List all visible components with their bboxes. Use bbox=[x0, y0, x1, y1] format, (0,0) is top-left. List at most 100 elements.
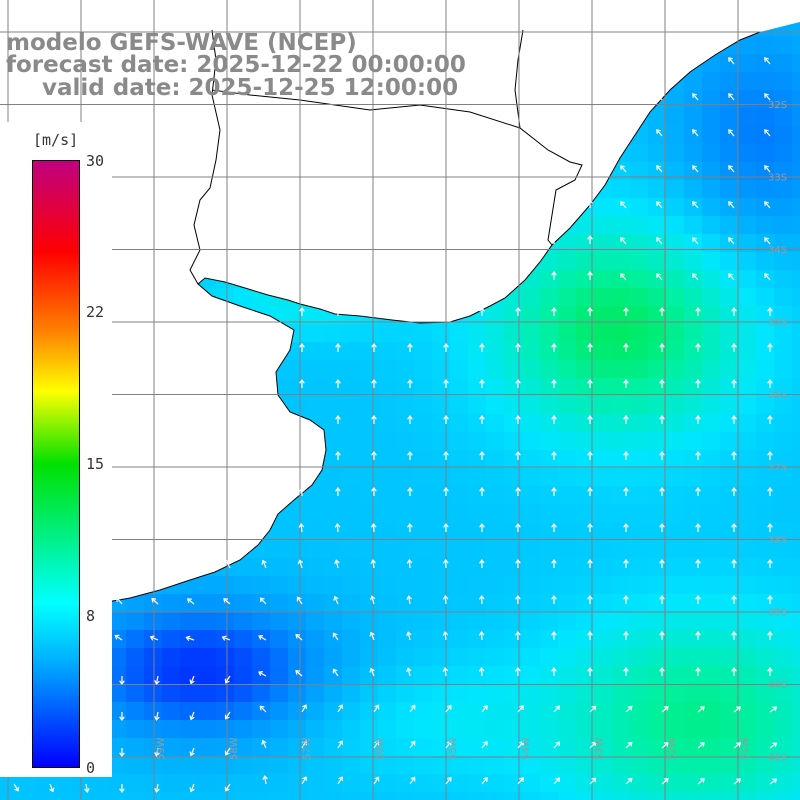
field-cell bbox=[324, 720, 342, 738]
field-cell bbox=[720, 450, 738, 468]
field-cell bbox=[450, 450, 468, 468]
field-cell bbox=[720, 234, 738, 252]
field-cell bbox=[594, 684, 612, 702]
field-cell bbox=[558, 342, 576, 360]
wind-arrow bbox=[697, 706, 705, 713]
wind-arrow bbox=[332, 668, 339, 677]
wind-arrow bbox=[481, 704, 488, 713]
field-cell bbox=[540, 468, 558, 486]
field-cell bbox=[612, 522, 630, 540]
field-cell bbox=[702, 522, 720, 540]
field-cell bbox=[378, 486, 396, 504]
field-cell bbox=[414, 702, 432, 720]
field-cell bbox=[756, 576, 774, 594]
field-cell bbox=[522, 576, 540, 594]
field-cell bbox=[756, 774, 774, 792]
wind-arrow bbox=[587, 198, 593, 208]
field-cell bbox=[630, 684, 648, 702]
field-cell bbox=[198, 720, 216, 738]
field-cell bbox=[666, 504, 684, 522]
wind-arrow bbox=[767, 450, 773, 460]
field-cell bbox=[648, 360, 666, 378]
field-cell bbox=[702, 126, 720, 144]
wind-arrow bbox=[479, 414, 485, 425]
field-cell bbox=[558, 558, 576, 576]
field-cell bbox=[360, 558, 378, 576]
field-cell bbox=[720, 756, 738, 774]
field-cell bbox=[342, 468, 360, 486]
field-cell bbox=[432, 414, 450, 432]
field-cell bbox=[756, 144, 774, 162]
wind-arrow bbox=[442, 667, 449, 677]
field-cell bbox=[378, 558, 396, 576]
field-cell bbox=[450, 702, 468, 720]
wind-arrow bbox=[373, 776, 380, 785]
field-cell bbox=[234, 630, 252, 648]
field-cell bbox=[558, 234, 576, 252]
field-cell bbox=[180, 738, 198, 756]
field-cell bbox=[666, 666, 684, 684]
wind-arrow bbox=[478, 594, 485, 605]
field-cell bbox=[216, 630, 234, 648]
field-cell bbox=[702, 216, 720, 234]
wind-arrow bbox=[407, 486, 413, 497]
field-cell bbox=[774, 468, 792, 486]
field-cell bbox=[468, 432, 486, 450]
wind-arrow bbox=[517, 777, 524, 785]
field-cell bbox=[792, 774, 800, 792]
wind-arrow bbox=[623, 450, 629, 461]
field-cell bbox=[720, 774, 738, 792]
field-cell bbox=[234, 792, 252, 800]
field-cell bbox=[702, 702, 720, 720]
field-cell bbox=[378, 648, 396, 666]
field-cell bbox=[306, 738, 324, 756]
field-cell bbox=[396, 432, 414, 450]
wind-arrow bbox=[371, 414, 377, 425]
field-cell bbox=[630, 594, 648, 612]
field-cell bbox=[792, 144, 800, 162]
wind-arrow bbox=[692, 273, 699, 281]
wind-arrow bbox=[587, 234, 593, 244]
field-cell bbox=[594, 450, 612, 468]
field-cell bbox=[792, 792, 800, 800]
field-cell bbox=[414, 720, 432, 738]
field-cell bbox=[702, 342, 720, 360]
field-cell bbox=[126, 702, 144, 720]
field-cell bbox=[738, 180, 756, 198]
field-cell bbox=[378, 720, 396, 738]
field-cell bbox=[666, 108, 684, 126]
field-cell bbox=[486, 630, 504, 648]
wind-arrow bbox=[301, 740, 308, 749]
field-cell bbox=[630, 180, 648, 198]
field-cell bbox=[594, 360, 612, 378]
wind-arrow bbox=[333, 595, 339, 605]
lon-label: 57W bbox=[302, 737, 313, 760]
wind-arrow bbox=[224, 783, 231, 792]
field-cell bbox=[738, 252, 756, 270]
wind-arrow bbox=[224, 747, 231, 756]
field-cell bbox=[468, 738, 486, 756]
field-cell bbox=[702, 558, 720, 576]
field-cell bbox=[270, 594, 288, 612]
wind-arrow bbox=[406, 595, 412, 605]
field-cell bbox=[666, 756, 684, 774]
field-cell bbox=[432, 612, 450, 630]
field-cell bbox=[756, 414, 774, 432]
field-cell bbox=[396, 702, 414, 720]
field-cell bbox=[792, 108, 800, 126]
field-cell bbox=[288, 594, 306, 612]
field-cell bbox=[792, 288, 800, 306]
wind-arrow bbox=[299, 306, 305, 316]
wind-arrow bbox=[296, 596, 303, 605]
field-cell bbox=[540, 396, 558, 414]
field-cell bbox=[432, 792, 450, 800]
field-cell bbox=[180, 666, 198, 684]
field-cell bbox=[630, 486, 648, 504]
field-cell bbox=[234, 684, 252, 702]
lat-label: 38S bbox=[768, 535, 787, 546]
field-cell bbox=[486, 756, 504, 774]
field-cell bbox=[378, 612, 396, 630]
field-cell bbox=[558, 432, 576, 450]
field-cell bbox=[720, 126, 738, 144]
field-cell bbox=[162, 738, 180, 756]
